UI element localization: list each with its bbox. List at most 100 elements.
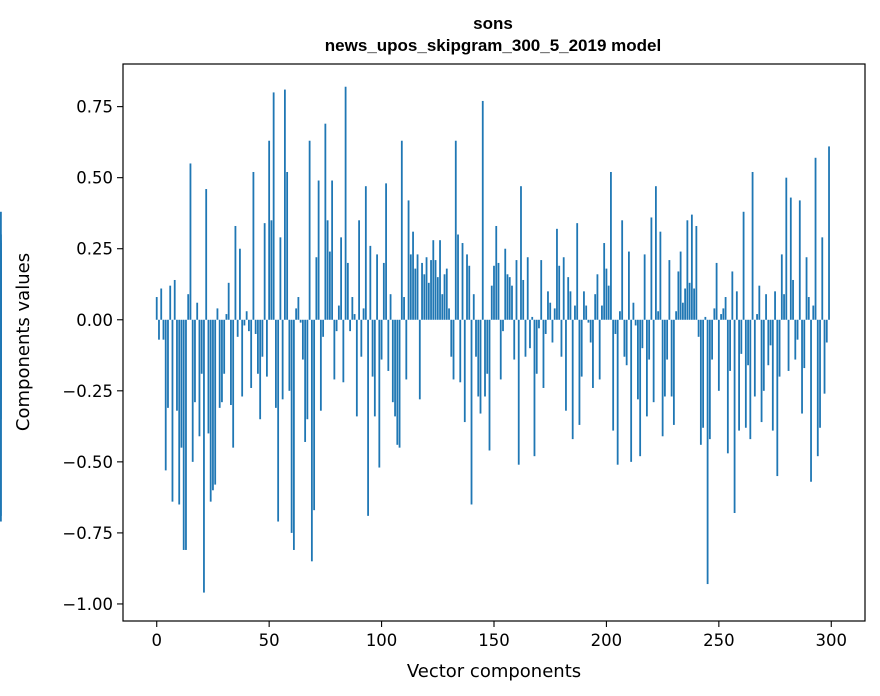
bar [497, 262, 500, 320]
bar [805, 257, 808, 320]
bar [387, 319, 390, 371]
bar [535, 319, 538, 374]
bar [234, 225, 237, 320]
bar [313, 319, 316, 511]
bar [517, 319, 520, 465]
bar [283, 89, 286, 320]
y-tick-label: −0.25 [62, 382, 113, 401]
bar [378, 319, 381, 468]
bar [218, 319, 221, 408]
bar [616, 319, 619, 465]
bar [205, 189, 208, 320]
bar [526, 257, 529, 320]
plot-area-frame [122, 63, 866, 622]
bar [670, 319, 673, 397]
bar [697, 319, 700, 337]
bar [236, 319, 239, 337]
bar [299, 319, 302, 323]
bar [828, 146, 830, 320]
bar [427, 282, 430, 320]
bar [362, 308, 365, 320]
bar [715, 262, 718, 320]
bar [522, 279, 525, 320]
bar [292, 319, 295, 550]
bar [405, 319, 408, 380]
bar [421, 262, 423, 320]
bar [686, 220, 689, 320]
bar [702, 319, 705, 428]
bar [744, 319, 747, 428]
bar [351, 297, 354, 320]
bar [538, 319, 540, 329]
bar [364, 186, 367, 320]
bar [524, 319, 527, 357]
bar [281, 319, 284, 400]
bar [326, 220, 329, 320]
bar [628, 251, 630, 320]
bar [513, 319, 516, 360]
bar [558, 265, 561, 320]
bar [342, 319, 345, 383]
bar [436, 277, 439, 320]
x-tick-label: 150 [478, 631, 510, 650]
bar [650, 217, 653, 320]
bar [268, 140, 271, 320]
bar [227, 282, 230, 320]
bar [223, 319, 226, 374]
bar [825, 319, 828, 343]
bar [239, 248, 241, 320]
bar [418, 319, 421, 400]
y-tick-label: 0.50 [76, 169, 113, 188]
bar [297, 297, 300, 320]
bar [693, 288, 696, 320]
bar [821, 237, 824, 320]
bar [785, 177, 788, 320]
bar [479, 319, 482, 414]
bar [355, 319, 358, 417]
bar [679, 251, 682, 320]
bar [403, 297, 405, 320]
bar [594, 294, 597, 320]
bar [726, 319, 729, 454]
bar [502, 319, 504, 332]
bar [290, 319, 293, 533]
bar-series [0, 86, 830, 593]
bar [475, 319, 477, 357]
x-tick-label: 0 [151, 631, 162, 650]
bar [490, 285, 493, 320]
bar [315, 257, 318, 320]
bar [194, 319, 196, 403]
bar [771, 319, 774, 431]
bar [470, 319, 473, 505]
bar [277, 319, 280, 522]
bar [675, 311, 678, 320]
bar [322, 319, 325, 337]
bar [398, 319, 401, 448]
bar [663, 319, 666, 397]
y-tick-label: −1.00 [62, 595, 113, 614]
bar [657, 311, 660, 320]
bar [337, 305, 340, 320]
y-tick-label: 0.25 [76, 240, 113, 259]
chart-subtitle: news_upos_skipgram_300_5_2019 model [325, 36, 661, 55]
bar [340, 237, 343, 320]
bar [232, 319, 235, 448]
bar [203, 319, 205, 593]
bar [488, 319, 491, 451]
y-axis-ticks: −1.00 −0.75 −0.50 −0.25 0.00 0.25 0.50 0.75 [62, 98, 123, 614]
bar [607, 285, 610, 320]
bar [198, 319, 201, 437]
bar [789, 197, 792, 320]
bar [544, 319, 547, 334]
bar [648, 319, 651, 360]
bar [812, 305, 815, 320]
bar [762, 319, 765, 391]
bar [688, 282, 691, 320]
bar [369, 245, 372, 320]
bar [331, 180, 334, 320]
bar [286, 171, 289, 320]
bar [695, 225, 698, 320]
bar [574, 305, 576, 320]
bar [798, 200, 801, 320]
bar [583, 291, 585, 320]
